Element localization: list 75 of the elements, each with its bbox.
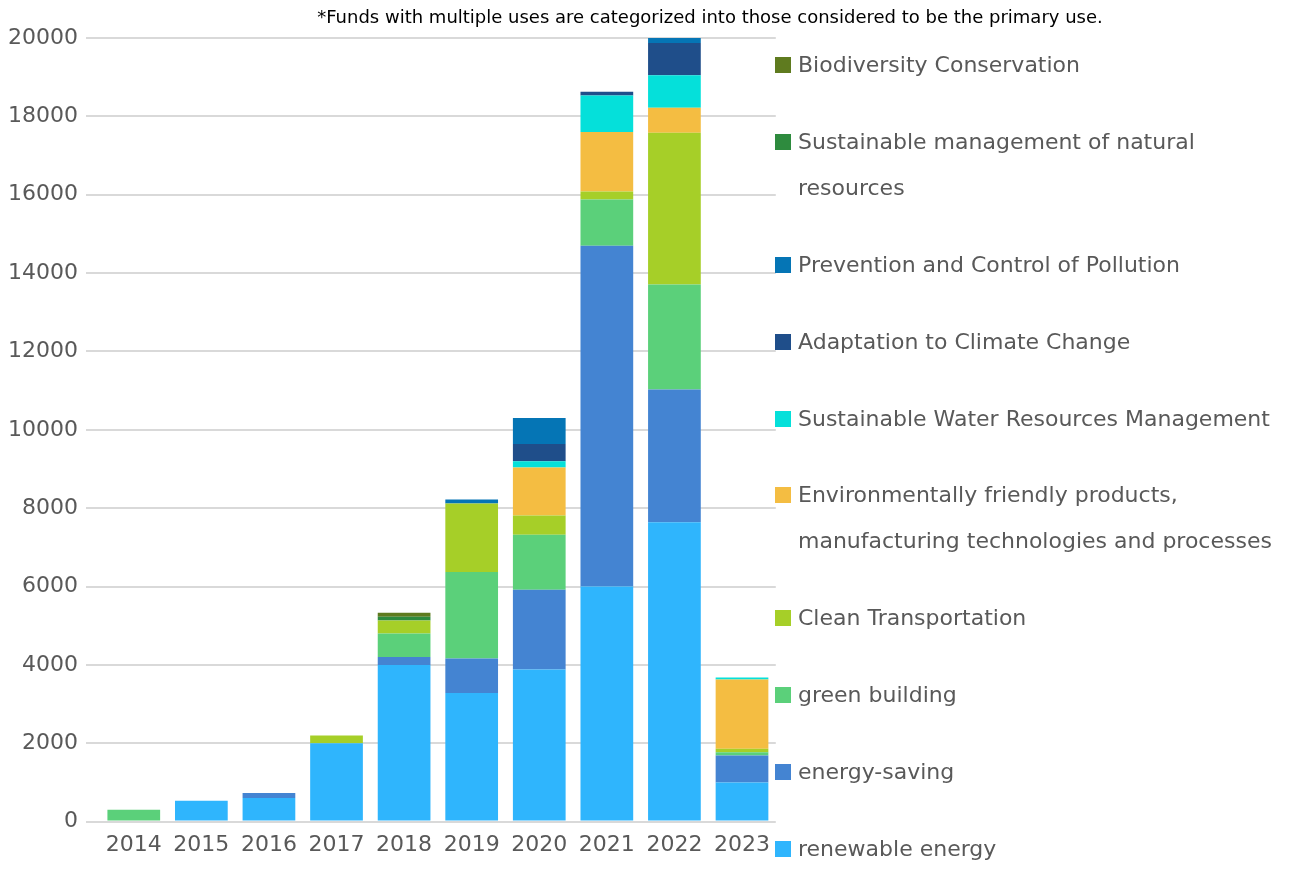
bar <box>377 633 431 658</box>
bar <box>580 245 634 587</box>
bar <box>648 107 701 133</box>
bar <box>445 572 499 659</box>
x-tick-label: 2017 <box>308 830 365 856</box>
legend-label: Clean Transportation <box>798 604 1027 633</box>
y-tick-label: 10000 <box>7 415 78 441</box>
bar <box>648 75 701 108</box>
bar <box>648 132 701 285</box>
bar <box>310 743 363 821</box>
legend-label: Biodiversity Conservation <box>798 51 1081 79</box>
legend-label: Sustainable Water Resources Management <box>798 404 1270 433</box>
y-tick-label: 6000 <box>21 572 78 598</box>
x-tick-label: 2023 <box>714 830 771 856</box>
y-tick-label: 8000 <box>21 493 78 519</box>
x-tick-label: 2015 <box>173 830 230 856</box>
legend-label: energy-saving <box>798 758 955 786</box>
bar <box>377 664 431 821</box>
bar <box>648 389 701 523</box>
y-tick-label: 20000 <box>7 23 78 49</box>
bar <box>715 755 769 783</box>
x-tick-label: 2020 <box>511 830 568 856</box>
bar <box>512 461 566 468</box>
bar <box>512 515 566 535</box>
y-tick-label: 4000 <box>21 650 78 676</box>
bar <box>512 467 566 516</box>
legend-label: Adaptation to Climate Change <box>798 327 1131 356</box>
y-tick-label: 14000 <box>7 258 78 284</box>
legend-label: green building <box>798 681 957 710</box>
bar <box>580 91 634 96</box>
legend-label: Prevention and Control of Pollution <box>798 250 1180 279</box>
bar <box>445 658 499 694</box>
bar <box>512 534 566 590</box>
bar <box>242 798 296 821</box>
legend-label: renewable energy <box>798 834 997 863</box>
x-tick-label: 2014 <box>105 830 162 856</box>
bar <box>512 669 566 821</box>
bar <box>445 693 499 821</box>
bar <box>715 679 769 749</box>
bar <box>445 503 499 573</box>
bar <box>580 586 634 821</box>
bar <box>648 284 701 390</box>
bar <box>715 752 769 756</box>
x-tick-label: 2016 <box>240 830 297 856</box>
y-tick-label: 2000 <box>21 728 78 754</box>
bar <box>242 793 296 799</box>
bar <box>107 809 161 821</box>
bar <box>580 132 634 192</box>
bar <box>580 191 634 200</box>
bar <box>377 616 431 621</box>
legend-label: Sustainable management of natural resources <box>798 127 1196 202</box>
bar <box>512 443 566 462</box>
y-tick-label: 18000 <box>7 102 78 128</box>
bar <box>512 589 566 670</box>
x-tick-label: 2019 <box>443 830 500 856</box>
y-tick-label: 12000 <box>7 337 78 363</box>
bar <box>377 657 431 665</box>
legend-label: Environmentally friendly products, manufacturing technologies and processes <box>798 481 1273 556</box>
bar <box>648 522 701 821</box>
bar <box>310 735 363 744</box>
bar <box>377 612 431 617</box>
bar <box>175 800 228 821</box>
x-tick-label: 2018 <box>376 830 433 856</box>
bar <box>648 38 701 44</box>
y-tick-label: 16000 <box>7 180 78 206</box>
bar <box>580 95 634 133</box>
bar <box>648 43 701 76</box>
x-tick-label: 2022 <box>646 830 703 856</box>
bar <box>715 782 769 821</box>
x-tick-label: 2021 <box>578 830 635 856</box>
bar <box>580 199 634 246</box>
text: *Funds with multiple uses are categorized into those considered to be the primary use. <box>316 6 1104 27</box>
bar <box>512 418 566 444</box>
bar <box>377 620 431 634</box>
y-tick-label: 0 <box>63 807 78 833</box>
